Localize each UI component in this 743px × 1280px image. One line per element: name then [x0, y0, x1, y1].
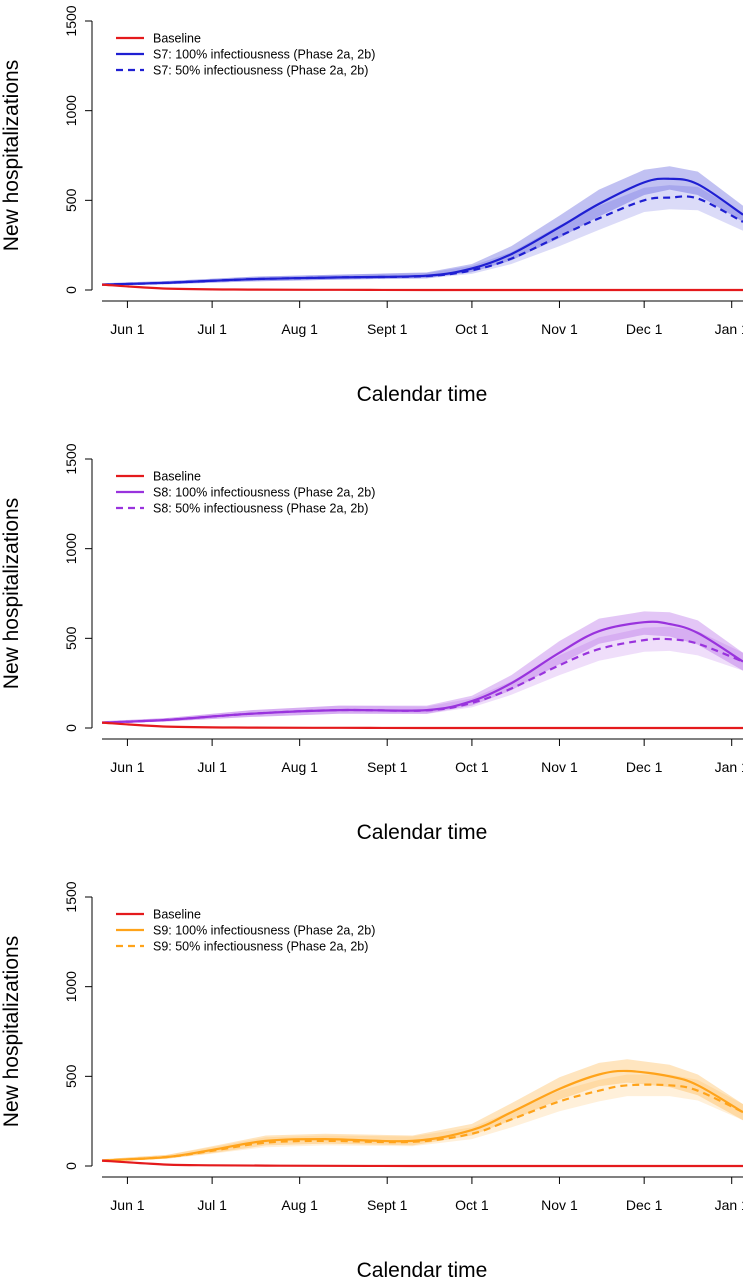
- uncertainty-band-series-3: [102, 626, 743, 724]
- x-tick-label: Dec 1: [626, 759, 663, 775]
- plot-area: [102, 166, 743, 292]
- series-line-2: [102, 620, 743, 724]
- series-line-2: [102, 1069, 743, 1162]
- x-tick-label: Nov 1: [541, 759, 578, 775]
- x-tick-label: Nov 1: [541, 1197, 578, 1213]
- x-tick-label: Oct 1: [455, 321, 489, 337]
- x-tick-label: Aug 1: [281, 759, 318, 775]
- y-tick-label: 500: [63, 188, 79, 212]
- panel-3: 0 500 1000 1500 Jun 1 Jul 1 Aug 1 Sept 1 Oct 1 No…: [0, 881, 743, 1280]
- y-tick-label: 1500: [63, 443, 79, 474]
- series-line-1: [102, 721, 743, 730]
- x-tick-label: Jun 1: [110, 321, 144, 337]
- legend: Baseline S8: 100% infectiousness (Phase 2…: [116, 470, 375, 516]
- x-tick-label: Dec 1: [626, 321, 663, 337]
- x-tick-label: Oct 1: [455, 1197, 489, 1213]
- legend-label-2: S9: 100% infectiousness (Phase 2a, 2b): [153, 924, 375, 938]
- x-tick-label: Jun 1: [110, 1197, 144, 1213]
- x-axis-title: Calendar time: [357, 383, 488, 406]
- y-tick-label: 500: [63, 626, 79, 650]
- panel-2: 0 500 1000 1500 Jun 1 Jul 1 Aug 1 Sept 1 Oct 1 No…: [0, 443, 743, 844]
- x-axis-title: Calendar time: [357, 821, 488, 844]
- legend-label-2: S7: 100% infectiousness (Phase 2a, 2b): [153, 48, 375, 62]
- legend-label-3: S8: 50% infectiousness (Phase 2a, 2b): [153, 502, 368, 516]
- legend-label-1: Baseline: [153, 470, 201, 484]
- x-tick-label: Jun 1: [110, 759, 144, 775]
- plot-area: [102, 1059, 743, 1168]
- plot-area: [102, 611, 743, 730]
- series-line-2: [102, 177, 743, 286]
- uncertainty-band-series-3: [102, 1074, 743, 1162]
- y-axis-title: New hospitalizations: [0, 936, 23, 1127]
- uncertainty-band-series-2: [102, 166, 743, 286]
- legend-label-2: S8: 100% infectiousness (Phase 2a, 2b): [153, 486, 375, 500]
- y-tick-label: 1000: [63, 95, 79, 126]
- legend: Baseline S7: 100% infectiousness (Phase 2…: [116, 32, 375, 78]
- y-tick-label: 1000: [63, 533, 79, 564]
- x-tick-label: Jul 1: [197, 759, 227, 775]
- y-tick-label: 0: [63, 286, 79, 294]
- series-line-1: [102, 283, 743, 292]
- x-axis-title: Calendar time: [357, 1259, 488, 1280]
- legend: Baseline S9: 100% infectiousness (Phase 2…: [116, 908, 375, 954]
- legend-label-3: S7: 50% infectiousness (Phase 2a, 2b): [153, 64, 368, 78]
- x-tick-label: Aug 1: [281, 1197, 318, 1213]
- y-axis-title: New hospitalizations: [0, 60, 23, 251]
- uncertainty-band-series-3: [102, 185, 743, 286]
- x-tick-label: Aug 1: [281, 321, 318, 337]
- x-tick-label: Dec 1: [626, 1197, 663, 1213]
- x-tick-label: Jul 1: [197, 1197, 227, 1213]
- y-tick-label: 1500: [63, 5, 79, 36]
- y-tick-label: 1000: [63, 971, 79, 1002]
- legend-label-3: S9: 50% infectiousness (Phase 2a, 2b): [153, 940, 368, 954]
- y-tick-label: 500: [63, 1064, 79, 1088]
- x-tick-label: Jul 1: [197, 321, 227, 337]
- y-axis-title: New hospitalizations: [0, 498, 23, 689]
- x-tick-label: Jan 1: [715, 321, 743, 337]
- y-tick-label: 0: [63, 724, 79, 732]
- x-tick-label: Sept 1: [367, 759, 408, 775]
- legend-label-1: Baseline: [153, 908, 201, 922]
- panel-1: 0 500 1000 1500 Jun 1 Jul 1 Aug 1 Sept 1 Oct 1 No…: [0, 5, 743, 406]
- legend-label-1: Baseline: [153, 32, 201, 46]
- x-tick-label: Sept 1: [367, 1197, 408, 1213]
- x-tick-label: Jan 1: [715, 1197, 743, 1213]
- y-tick-label: 0: [63, 1162, 79, 1170]
- x-tick-label: Oct 1: [455, 759, 489, 775]
- series-line-3: [102, 195, 743, 286]
- x-tick-label: Sept 1: [367, 321, 408, 337]
- y-tick-label: 1500: [63, 881, 79, 912]
- uncertainty-band-series-2: [102, 1059, 743, 1162]
- x-tick-label: Jan 1: [715, 759, 743, 775]
- x-tick-label: Nov 1: [541, 321, 578, 337]
- series-line-3: [102, 637, 743, 724]
- uncertainty-band-series-2: [102, 611, 743, 724]
- series-line-1: [102, 1159, 743, 1168]
